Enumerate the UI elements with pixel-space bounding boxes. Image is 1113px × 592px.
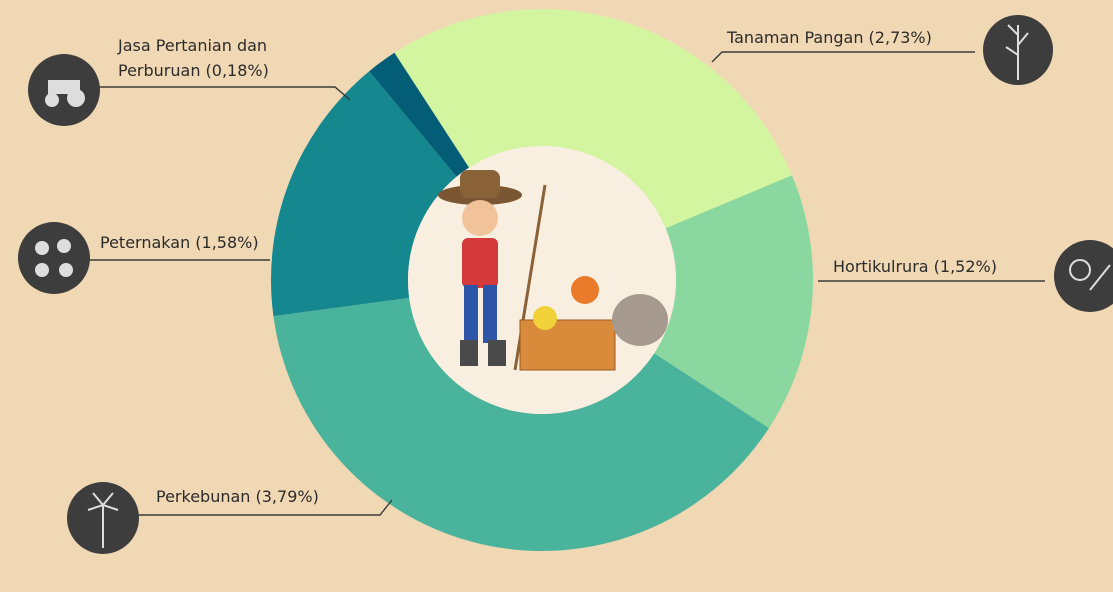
slice-label: Peternakan (1,58%) xyxy=(100,233,259,252)
slice-label: Jasa Pertanian dan Perburuan (0,18%) xyxy=(117,36,269,80)
slice xyxy=(273,297,769,551)
label-line: Perkebunan (3,79%) xyxy=(156,487,319,506)
donut xyxy=(271,8,813,551)
label-line: Peternakan (1,58%) xyxy=(100,233,259,252)
slice xyxy=(271,71,457,317)
label-line: Perburuan (0,18%) xyxy=(118,61,269,80)
slice-label: Tanaman Pangan (2,73%) xyxy=(726,28,932,47)
labels: Tanaman Pangan (2,73%) Hortikulrura (1,52… xyxy=(100,28,997,506)
leader-lines xyxy=(85,51,1045,516)
slice-label: Perkebunan (3,79%) xyxy=(156,487,319,506)
slice xyxy=(654,175,813,429)
slice xyxy=(394,8,792,229)
label-line: Hortikulrura (1,52%) xyxy=(833,257,997,276)
farmer-illustration xyxy=(438,170,668,371)
slice xyxy=(369,52,470,177)
donut-hole xyxy=(408,146,676,414)
slice-label: Hortikulrura (1,52%) xyxy=(833,257,997,276)
label-line: Tanaman Pangan (2,73%) xyxy=(726,28,932,47)
icons xyxy=(18,15,1113,554)
label-line: Jasa Pertanian dan xyxy=(117,36,267,55)
